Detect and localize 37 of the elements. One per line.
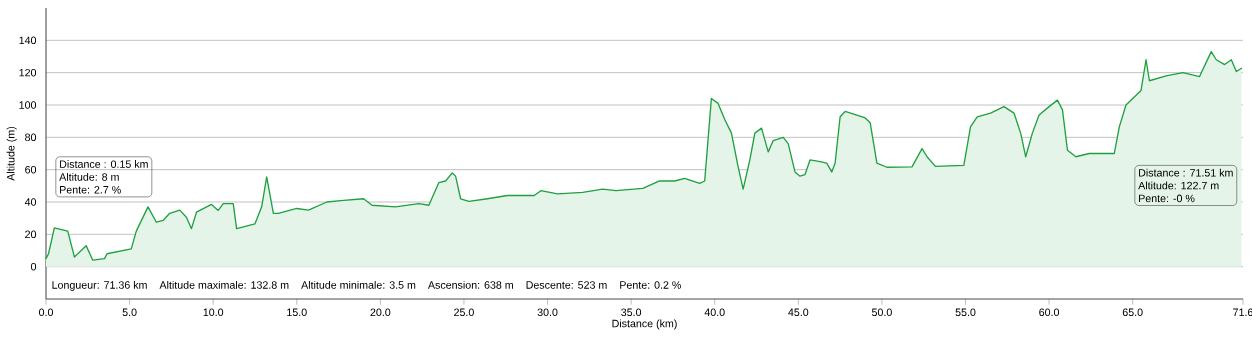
y-tick-label: 120 bbox=[19, 68, 37, 77]
annotation: Descente: 523 m bbox=[526, 281, 607, 289]
y-tick-label: 60 bbox=[25, 165, 37, 174]
y-tick-label: 80 bbox=[25, 133, 37, 142]
y-tick-label: 0 bbox=[30, 262, 37, 271]
y-tick-label: 20 bbox=[25, 230, 37, 239]
x-tick-label: 55.0 bbox=[955, 308, 976, 317]
x-tick-label: 20.0 bbox=[370, 308, 391, 317]
annotation: Pente: 0.2 % bbox=[620, 281, 681, 289]
y-axis-title: Altitude (m) bbox=[6, 126, 17, 181]
x-tick-label: 50.0 bbox=[871, 308, 892, 317]
y-tick-label: 40 bbox=[24, 198, 37, 206]
annotation: Longueur: 71.36 km bbox=[52, 280, 147, 291]
x-tick-label: 35.0 bbox=[621, 308, 642, 317]
x-tick-label: 25.0 bbox=[454, 308, 474, 317]
x-tick-label: 15.0 bbox=[287, 308, 307, 317]
x-tick-label: 45.0 bbox=[788, 308, 809, 317]
annotation: Pente: 2.7 % bbox=[60, 186, 121, 194]
annotation: Pente: -0 % bbox=[1139, 194, 1195, 203]
x-tick-label: 71.6 bbox=[1233, 308, 1252, 317]
x-tick-label: 30.0 bbox=[537, 308, 558, 317]
y-tick-label: 140 bbox=[19, 36, 37, 45]
annotation: Altitude: 8 m bbox=[59, 172, 119, 181]
x-axis-title: Distance (km) bbox=[612, 319, 677, 330]
annotation: Ascension: 638 m bbox=[427, 280, 513, 289]
annotation: Altitude maximale: 132.8 m bbox=[159, 280, 289, 289]
y-tick-label: 100 bbox=[19, 101, 37, 109]
annotation: Distance : 71.51 km bbox=[1139, 168, 1233, 177]
annotation: Altitude: 122.7 m bbox=[1138, 181, 1219, 190]
x-tick-label: 5.0 bbox=[122, 308, 137, 317]
x-tick-label: 65.0 bbox=[1122, 308, 1143, 317]
x-tick-label: 60.0 bbox=[1039, 308, 1060, 317]
x-tick-label: 10.0 bbox=[203, 308, 224, 317]
annotation: Altitude minimale: 3.5 m bbox=[301, 280, 416, 289]
x-tick-label: 40.0 bbox=[704, 308, 725, 317]
annotation: Distance : 0.15 km bbox=[60, 160, 148, 168]
x-tick-label: 0.0 bbox=[39, 308, 54, 317]
